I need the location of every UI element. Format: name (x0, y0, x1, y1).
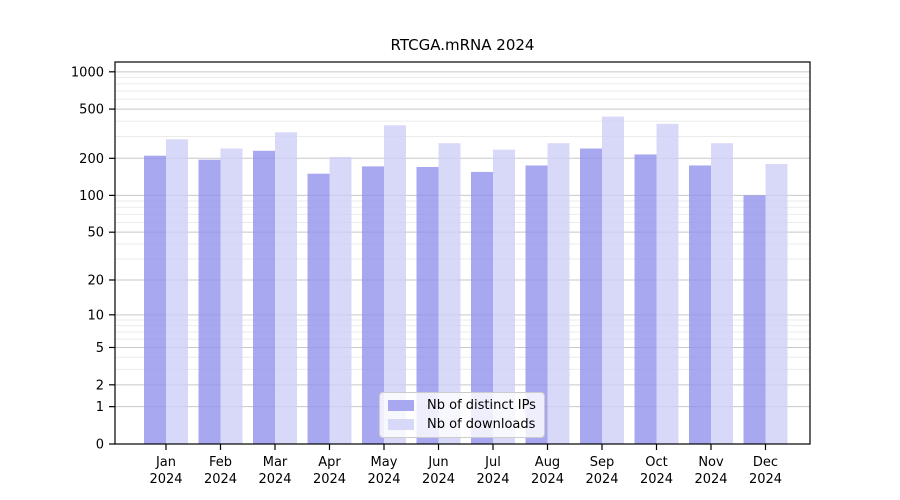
plot-frame (114, 61, 811, 445)
y-tick-label: 50 (87, 226, 104, 241)
legend-label-distinct-ips: Nb of distinct IPs (427, 398, 536, 413)
y-tick-label: 500 (79, 103, 104, 118)
bar-nov-distinct-ips (689, 165, 711, 444)
bar-mar-distinct-ips (253, 150, 275, 444)
bar-aug-downloads (547, 143, 570, 444)
bar-dec-distinct-ips (743, 195, 766, 444)
bar-dec-downloads (765, 163, 788, 444)
x-tick-label-month: Jun (427, 455, 448, 470)
bar-jun-distinct-ips (416, 167, 439, 444)
x-tick-label-year: 2024 (749, 472, 782, 487)
bar-jun-downloads (438, 143, 461, 444)
x-tick-label-year: 2024 (422, 472, 455, 487)
y-tick-label: 1000 (71, 65, 104, 80)
x-tick-label-year: 2024 (204, 472, 237, 487)
legend-item-distinct-ips: Nb of distinct IPs (388, 399, 536, 412)
x-tick-label-month: Sep (590, 455, 615, 470)
x-tick-label-month: Feb (209, 455, 232, 470)
bar-apr-downloads (329, 156, 352, 444)
x-tick-label-month: Jan (155, 455, 176, 470)
y-tick-label: 200 (79, 152, 104, 167)
x-tick-label-year: 2024 (585, 472, 618, 487)
bar-sep-downloads (602, 116, 624, 444)
bar-apr-distinct-ips (307, 173, 330, 445)
x-tick-label-year: 2024 (694, 472, 727, 487)
y-tick-label: 5 (96, 341, 104, 356)
legend-label-downloads: Nb of downloads (427, 417, 536, 432)
bar-oct-downloads (656, 123, 679, 444)
bar-jan-downloads (166, 139, 188, 444)
bar-jan-distinct-ips (144, 155, 166, 444)
bar-jul-downloads (493, 149, 515, 444)
x-tick-label-month: Nov (698, 455, 724, 470)
x-tick-label-month: Dec (753, 455, 778, 470)
x-tick-label-month: May (371, 455, 398, 470)
bar-mar-downloads (275, 132, 297, 444)
bar-may-downloads (384, 125, 406, 445)
x-tick-label-month: Jul (484, 455, 501, 470)
bar-feb-distinct-ips (198, 159, 221, 445)
x-tick-label-year: 2024 (149, 472, 182, 487)
y-tick-label: 2 (96, 378, 104, 393)
x-tick-label-month: Mar (263, 455, 288, 470)
bar-aug-distinct-ips (525, 165, 548, 444)
bar-sep-distinct-ips (580, 148, 602, 444)
legend-item-downloads: Nb of downloads (388, 418, 536, 431)
bar-may-distinct-ips (362, 166, 384, 444)
y-tick-label: 20 (87, 273, 104, 288)
x-tick-label-year: 2024 (531, 472, 564, 487)
x-tick-label-year: 2024 (367, 472, 400, 487)
chart-title: RTCGA.mRNA 2024 (390, 36, 535, 54)
legend-swatch-downloads (388, 419, 414, 430)
x-tick-label-month: Apr (318, 455, 341, 470)
x-tick-label-year: 2024 (476, 472, 509, 487)
bar-feb-downloads (220, 148, 243, 444)
x-tick-label-month: Oct (645, 455, 667, 470)
x-tick-label-month: Aug (535, 455, 560, 470)
legend: Nb of distinct IPs Nb of downloads (379, 392, 545, 438)
bar-nov-downloads (711, 143, 733, 444)
y-tick-label: 1 (96, 400, 104, 415)
x-tick-label-year: 2024 (258, 472, 291, 487)
y-tick-label: 0 (96, 438, 104, 453)
bar-jul-distinct-ips (471, 171, 493, 445)
legend-swatch-distinct-ips (388, 400, 414, 411)
y-tick-label: 10 (87, 308, 104, 323)
x-tick-label-year: 2024 (640, 472, 673, 487)
x-tick-label-year: 2024 (313, 472, 346, 487)
y-tick-label: 100 (79, 189, 104, 204)
bar-oct-distinct-ips (634, 154, 657, 444)
